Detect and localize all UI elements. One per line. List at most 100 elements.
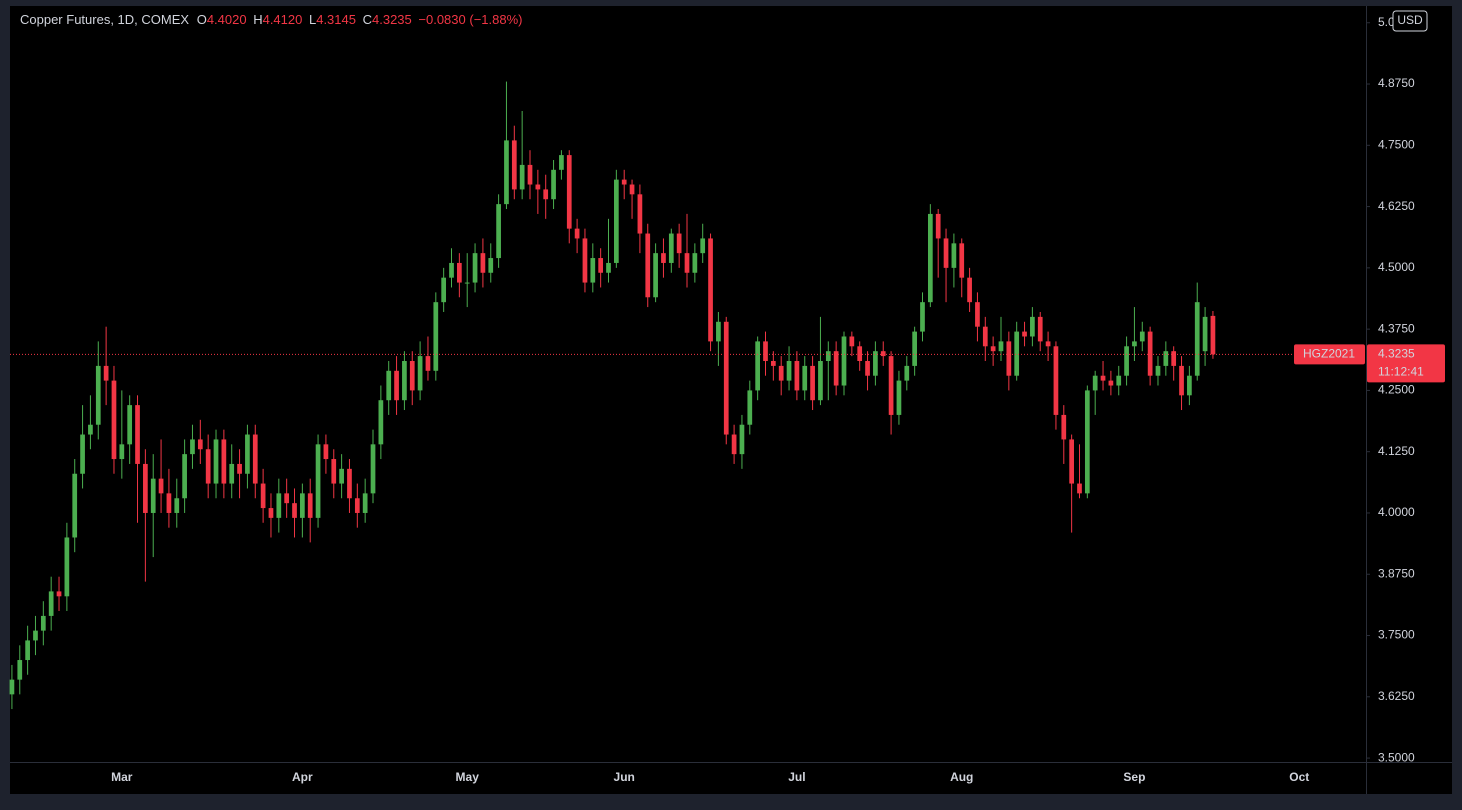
candle-body xyxy=(1053,346,1059,415)
candle-body xyxy=(684,253,690,273)
candle-body xyxy=(449,262,454,278)
candle-body xyxy=(880,351,886,357)
candle-body xyxy=(1179,365,1184,396)
candle-body xyxy=(912,331,917,366)
candle-body xyxy=(559,155,564,170)
candle-body xyxy=(268,508,274,518)
candle-body xyxy=(1092,375,1098,391)
candle-body xyxy=(935,213,941,239)
candle-body xyxy=(676,233,682,254)
y-tick-label: 4.1250 xyxy=(1378,444,1415,458)
candle-body xyxy=(40,615,46,631)
candle-body xyxy=(143,463,148,513)
candle-body xyxy=(1147,331,1153,376)
candle-body xyxy=(213,439,219,484)
candle-body xyxy=(1171,351,1177,366)
y-tick-label: 4.7500 xyxy=(1378,137,1415,151)
candle-body xyxy=(825,351,831,361)
y-tick-label: 4.6250 xyxy=(1378,199,1415,213)
candle-body xyxy=(668,233,674,263)
candle-body xyxy=(464,282,470,284)
candle-body xyxy=(237,463,242,474)
candle-body xyxy=(135,405,140,464)
candle-body xyxy=(347,468,352,499)
candle-body xyxy=(770,360,776,366)
legend-change: −0.0830 xyxy=(418,12,465,27)
candle-body xyxy=(166,493,172,513)
candle-body xyxy=(582,238,588,283)
symbol-label: HGZ2021 xyxy=(1303,347,1355,361)
candle-body xyxy=(331,459,337,484)
candle-body xyxy=(229,463,235,484)
chart-background xyxy=(10,6,1452,794)
candle-body xyxy=(927,213,933,303)
candle-body xyxy=(1187,375,1192,396)
x-tick-label: Apr xyxy=(292,770,313,784)
candle-body xyxy=(127,405,133,445)
candle-body xyxy=(378,400,384,445)
x-tick-label: Sep xyxy=(1123,770,1145,784)
y-tick-label: 3.8750 xyxy=(1378,566,1415,580)
candle-body xyxy=(802,365,808,391)
candle-body xyxy=(543,189,549,200)
candle-body xyxy=(1108,380,1114,386)
candle-body xyxy=(472,253,478,283)
candle-body xyxy=(409,360,415,391)
y-tick-label: 4.3750 xyxy=(1378,321,1415,335)
candle-body xyxy=(621,179,627,185)
candle-body xyxy=(1061,414,1067,440)
candle-body xyxy=(103,365,109,381)
x-tick-label: Aug xyxy=(950,770,973,784)
chart-title: Copper Futures, 1D, COMEX xyxy=(20,12,189,27)
candle-body xyxy=(457,262,462,283)
legend-letter: C xyxy=(363,12,372,27)
candle-body xyxy=(150,478,156,513)
candle-body xyxy=(786,360,792,381)
symbol-badge xyxy=(1294,344,1365,365)
candle-body xyxy=(190,439,195,455)
candle-body xyxy=(873,351,878,376)
candle-body xyxy=(849,336,855,347)
candle-body xyxy=(511,140,517,190)
candle-body xyxy=(967,277,972,303)
candle-body xyxy=(1014,331,1020,376)
candle-body xyxy=(959,243,965,278)
y-tick-label: 3.7500 xyxy=(1378,628,1415,642)
candle-body xyxy=(205,449,211,484)
candle-body xyxy=(1069,439,1074,484)
candle-body xyxy=(982,326,988,347)
legend-value: 4.3145 xyxy=(316,12,356,27)
candle-body xyxy=(354,498,360,513)
candle-body xyxy=(48,591,54,616)
candle-body xyxy=(88,424,93,435)
candle-body xyxy=(590,258,596,283)
candle-body xyxy=(182,454,187,499)
candle-body xyxy=(943,238,949,268)
candle-body xyxy=(25,640,30,661)
legend-letter: O xyxy=(197,12,207,27)
candle-body xyxy=(17,660,23,680)
legend-value: 4.3235 xyxy=(372,12,412,27)
candle-body xyxy=(661,253,666,263)
candle-body xyxy=(1194,302,1200,376)
candle-body xyxy=(857,346,863,361)
candle-body xyxy=(9,679,15,695)
countdown-label: 11:12:41 xyxy=(1378,365,1424,379)
candle-body xyxy=(339,468,344,484)
candle-body xyxy=(1022,331,1027,337)
candle-body xyxy=(653,253,658,298)
candle-body xyxy=(841,336,847,386)
candle-body xyxy=(1116,375,1122,386)
candle-body xyxy=(739,424,745,455)
candle-body xyxy=(362,493,368,513)
y-tick-label: 4.5000 xyxy=(1378,260,1415,274)
candle-body xyxy=(245,434,250,474)
candle-body xyxy=(402,360,407,401)
candle-body xyxy=(1045,341,1051,347)
candle-body xyxy=(80,434,85,474)
x-tick-label: May xyxy=(456,770,480,784)
candle-body xyxy=(692,253,698,273)
candle-body xyxy=(1202,316,1208,352)
legend-letter: H xyxy=(253,12,262,27)
